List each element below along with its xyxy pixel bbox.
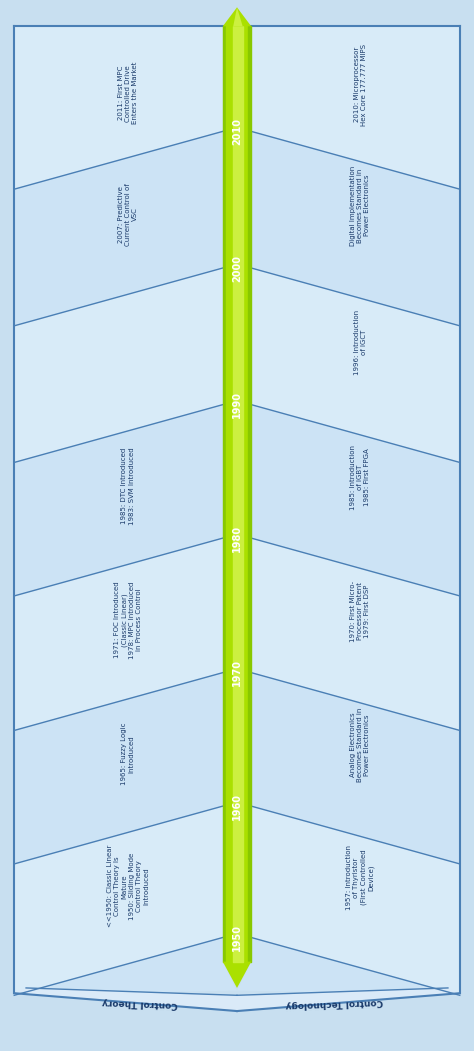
Polygon shape: [251, 538, 460, 730]
Text: 1965: Fuzzy Logic
Introduced: 1965: Fuzzy Logic Introduced: [121, 723, 135, 785]
Polygon shape: [223, 962, 251, 988]
Polygon shape: [14, 131, 223, 326]
Text: 2007: Predictive
Current Control of
VSC: 2007: Predictive Current Control of VSC: [118, 183, 138, 246]
Polygon shape: [223, 7, 251, 26]
Text: 2000: 2000: [232, 254, 242, 282]
Text: 1970: First Micro-
Processor Patent
1979: First DSP: 1970: First Micro- Processor Patent 1979…: [350, 580, 371, 642]
Text: 1985: DTC Introduced
1983: SVM Introduced: 1985: DTC Introduced 1983: SVM Introduce…: [121, 447, 135, 524]
Polygon shape: [251, 268, 460, 462]
Text: 1950: 1950: [232, 924, 242, 951]
Text: 1971: FOC Introduced
(Classic Linear)
1978: MPC Introduced
in Process Control: 1971: FOC Introduced (Classic Linear) 19…: [114, 581, 142, 659]
Text: Digital Implementation
Becomes Standard in
Power Electronics: Digital Implementation Becomes Standard …: [350, 165, 371, 246]
Text: 1985: Introduction
of IGBT
1985: First FPGA: 1985: Introduction of IGBT 1985: First F…: [350, 445, 371, 510]
Text: 1996: Introduction
of IGCT: 1996: Introduction of IGCT: [354, 310, 367, 374]
Text: 2010: 2010: [232, 118, 242, 145]
Polygon shape: [14, 268, 223, 462]
Text: <<1950: Classic Linear
Control Theory Is
Mature
1950: Sliding Mode
Control Theor: <<1950: Classic Linear Control Theory Is…: [107, 845, 149, 927]
Polygon shape: [14, 405, 223, 596]
Polygon shape: [251, 806, 460, 995]
Text: 1970: 1970: [232, 659, 242, 686]
Polygon shape: [14, 673, 223, 864]
Polygon shape: [14, 26, 223, 189]
Text: Control Technology: Control Technology: [285, 996, 383, 1009]
Text: Analog Electronics
Becomes Standard in
Power Electronics: Analog Electronics Becomes Standard in P…: [350, 708, 371, 782]
Polygon shape: [14, 937, 237, 995]
Text: 1960: 1960: [232, 792, 242, 820]
Polygon shape: [251, 405, 460, 596]
Text: 2010: Microprocessor
Hex Core 177.777 MIPS: 2010: Microprocessor Hex Core 177.777 MI…: [354, 43, 367, 126]
Polygon shape: [251, 26, 460, 189]
Text: 1957: Introduction
of Thyristor
(First Controlled
Device): 1957: Introduction of Thyristor (First C…: [346, 845, 374, 910]
Polygon shape: [14, 538, 223, 730]
Polygon shape: [237, 988, 460, 1011]
Polygon shape: [237, 937, 460, 995]
Polygon shape: [251, 131, 460, 326]
Polygon shape: [233, 7, 243, 26]
Polygon shape: [14, 988, 237, 1011]
Text: 1990: 1990: [232, 391, 242, 418]
Text: 2011: First MPC
Controlled Drive
Enters the Market: 2011: First MPC Controlled Drive Enters …: [118, 62, 138, 124]
Polygon shape: [14, 806, 223, 995]
Text: 1980: 1980: [232, 524, 242, 552]
Text: Control Theory: Control Theory: [102, 997, 178, 1009]
Polygon shape: [251, 673, 460, 864]
